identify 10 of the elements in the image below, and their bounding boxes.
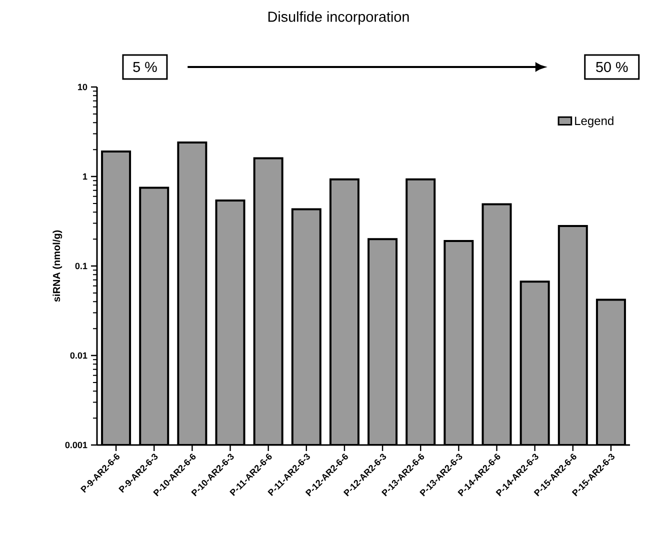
chart-title: Disulfide incorporation bbox=[268, 11, 409, 25]
y-tick-label: 0.01 bbox=[70, 352, 88, 359]
text: 5 % bbox=[133, 62, 157, 72]
y-tick-label: 0.1 bbox=[75, 262, 88, 270]
y-axis-title: siRNA (nmol/g) bbox=[52, 230, 62, 302]
y-tick-label: 1 bbox=[83, 173, 88, 180]
legend-label: Legend bbox=[575, 116, 614, 128]
y-tick-label: 0.001 bbox=[65, 442, 88, 448]
text: 50 % bbox=[596, 62, 628, 72]
y-tick-label: 10 bbox=[78, 84, 88, 90]
